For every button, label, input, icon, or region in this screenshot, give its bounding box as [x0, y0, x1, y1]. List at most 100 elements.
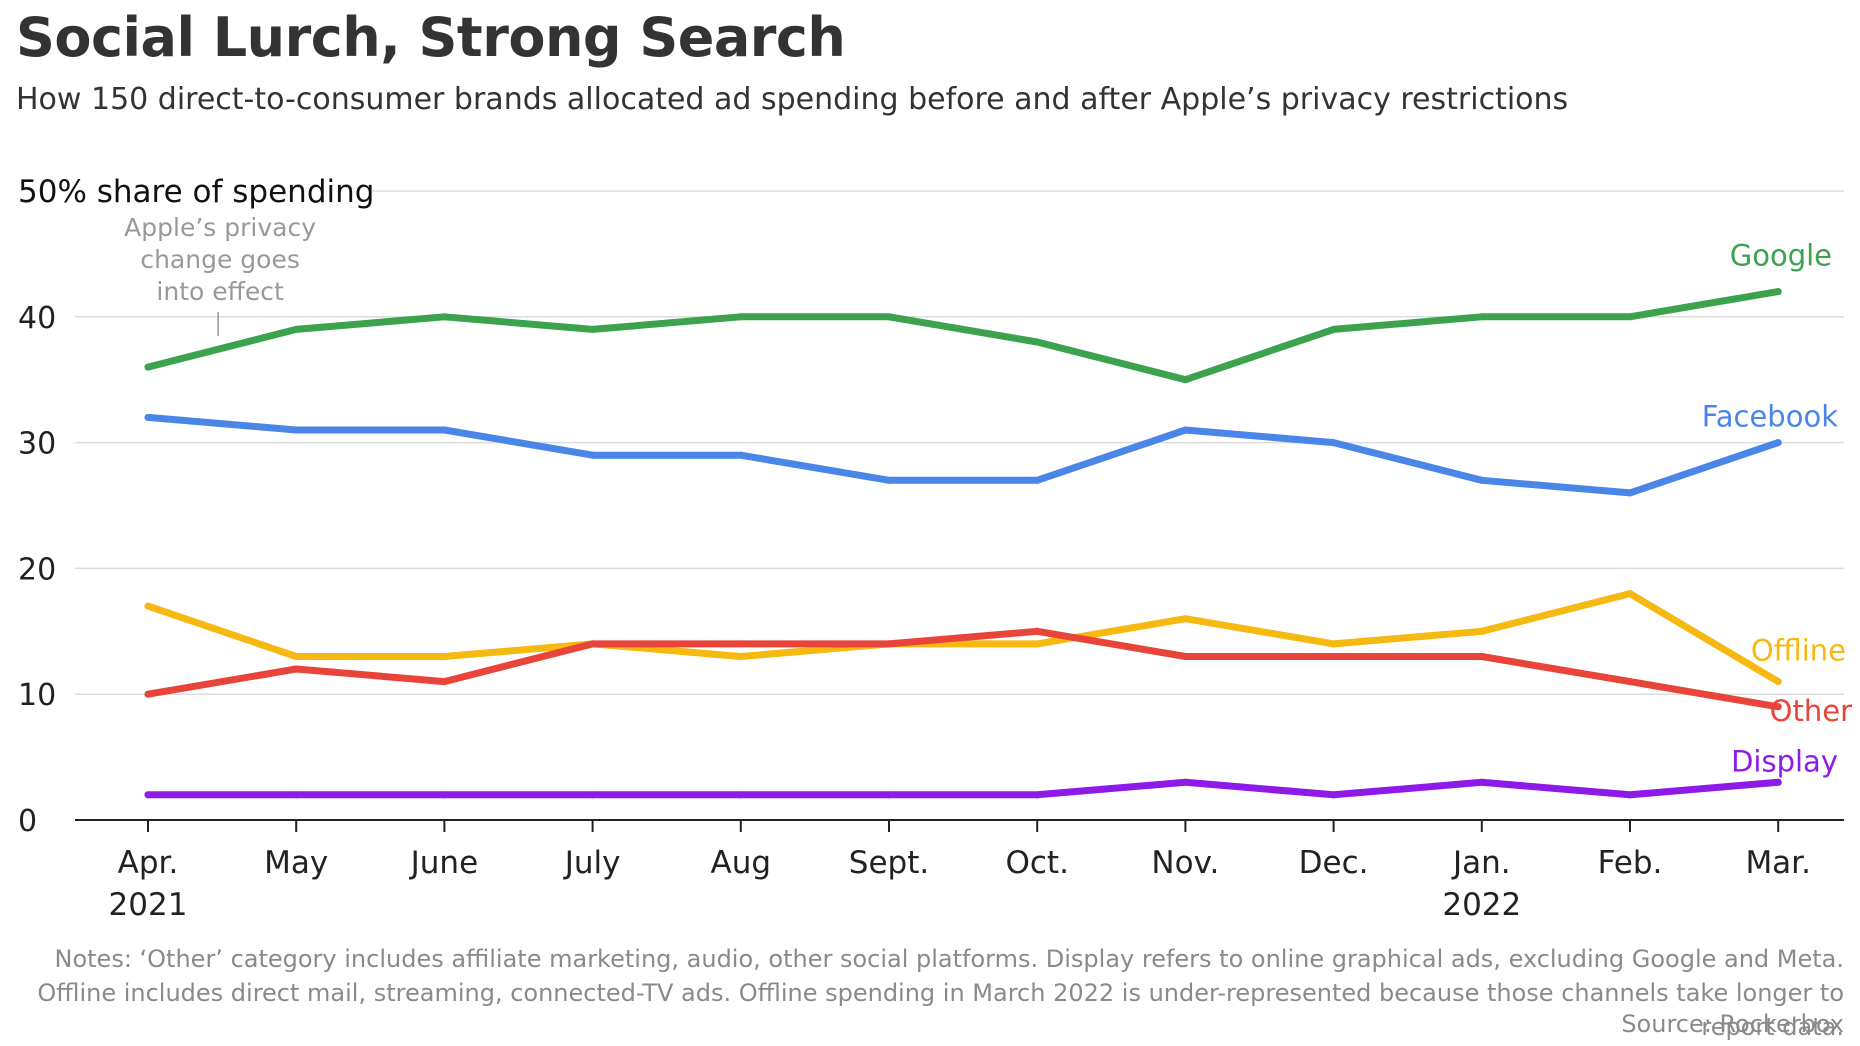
- data-point-other: [292, 665, 300, 673]
- data-point-other: [440, 678, 448, 686]
- data-point-other: [1330, 652, 1338, 660]
- data-point-display: [1033, 791, 1041, 799]
- data-point-display: [144, 791, 152, 799]
- x-tick-label: Feb.: [1598, 845, 1663, 881]
- y-tick-label: 20: [18, 552, 56, 587]
- y-tick-label: 40: [18, 301, 56, 336]
- data-point-other: [144, 690, 152, 698]
- data-point-facebook: [1181, 426, 1189, 434]
- data-point-google: [1774, 288, 1782, 296]
- x-tick-label: June: [409, 845, 479, 881]
- y-tick-label: 30: [18, 427, 56, 462]
- series-lines: [144, 288, 1782, 799]
- data-point-google: [144, 363, 152, 371]
- x-tick-label: Nov.: [1151, 845, 1219, 881]
- data-point-display: [440, 791, 448, 799]
- series-labels: Google Facebook Offline Other Display: [1702, 239, 1852, 779]
- series-line-other: [144, 627, 1782, 711]
- series-line-display: [144, 778, 1782, 799]
- data-point-other: [1626, 678, 1634, 686]
- x-tick-label: Dec.: [1299, 845, 1369, 881]
- data-point-google: [1330, 325, 1338, 333]
- data-point-offline: [144, 602, 152, 610]
- data-point-facebook: [1478, 476, 1486, 484]
- series-label-google: Google: [1730, 239, 1832, 273]
- chart-notes: Notes: ‘Other’ category includes affilia…: [37, 945, 1844, 1041]
- data-point-offline: [1181, 615, 1189, 623]
- axes: 0 10 20 30 40 50% share of spending Apr. 2021 Ma…: [18, 174, 1844, 923]
- data-point-other: [1181, 652, 1189, 660]
- data-point-display: [1330, 791, 1338, 799]
- data-point-display: [1774, 778, 1782, 786]
- data-point-display: [1181, 778, 1189, 786]
- data-point-google: [885, 313, 893, 321]
- data-point-display: [1626, 791, 1634, 799]
- data-point-display: [292, 791, 300, 799]
- y-tick-label: 10: [18, 678, 56, 713]
- series-label-other: Other: [1770, 694, 1852, 728]
- x-tick-label: July: [563, 845, 621, 881]
- annotation-text: change goes: [140, 245, 300, 274]
- data-point-google: [737, 313, 745, 321]
- data-point-offline: [1033, 640, 1041, 648]
- series-line-offline: [144, 590, 1782, 686]
- data-point-other: [1774, 703, 1782, 711]
- series-label-display: Display: [1731, 744, 1838, 778]
- data-point-offline: [440, 652, 448, 660]
- data-point-facebook: [144, 413, 152, 421]
- y-axis-label: 50% share of spending: [18, 174, 374, 210]
- x-tick-label: Sept.: [849, 845, 929, 881]
- data-point-other: [885, 640, 893, 648]
- data-point-display: [1478, 778, 1486, 786]
- gridlines: [75, 190, 1844, 695]
- data-point-facebook: [1330, 439, 1338, 447]
- x-tick-label: Jan.: [1451, 845, 1511, 881]
- data-point-offline: [1478, 627, 1486, 635]
- data-point-facebook: [885, 476, 893, 484]
- data-point-google: [440, 313, 448, 321]
- data-point-offline: [1774, 678, 1782, 686]
- series-line-facebook: [144, 413, 1782, 497]
- series-label-offline: Offline: [1751, 634, 1846, 668]
- x-tick-label: Aug: [711, 845, 772, 881]
- annotation-text: Apple’s privacy: [124, 213, 316, 242]
- data-point-display: [737, 791, 745, 799]
- chart-subtitle: How 150 direct-to-consumer brands alloca…: [16, 82, 1569, 117]
- data-point-facebook: [1774, 439, 1782, 447]
- x-tick-label: Mar.: [1745, 845, 1811, 881]
- data-point-offline: [1330, 640, 1338, 648]
- data-point-google: [1181, 376, 1189, 384]
- annotation-text: into effect: [156, 277, 284, 306]
- data-point-display: [589, 791, 597, 799]
- data-point-facebook: [292, 426, 300, 434]
- data-point-other: [737, 640, 745, 648]
- data-point-facebook: [737, 451, 745, 459]
- data-point-offline: [1626, 590, 1634, 598]
- data-point-offline: [292, 652, 300, 660]
- data-point-facebook: [589, 451, 597, 459]
- chart-source: Source: Rockerbox: [1621, 1010, 1844, 1038]
- annotations: Apple’s privacy change goes into effect: [124, 213, 316, 336]
- data-point-facebook: [440, 426, 448, 434]
- data-point-facebook: [1033, 476, 1041, 484]
- x-tick-label: Oct.: [1005, 845, 1068, 881]
- data-point-google: [589, 325, 597, 333]
- series-line-google: [144, 288, 1782, 384]
- data-point-facebook: [1626, 489, 1634, 497]
- data-point-offline: [737, 652, 745, 660]
- x-tick-label: Apr.: [118, 845, 179, 881]
- data-point-other: [1033, 627, 1041, 635]
- data-point-display: [885, 791, 893, 799]
- data-point-other: [589, 640, 597, 648]
- data-point-google: [1626, 313, 1634, 321]
- data-point-google: [292, 325, 300, 333]
- series-label-facebook: Facebook: [1702, 400, 1838, 434]
- x-tick-label: 2022: [1442, 887, 1521, 923]
- chart-title: Social Lurch, Strong Search: [16, 6, 846, 69]
- x-tick-label: 2021: [109, 887, 188, 923]
- data-point-google: [1478, 313, 1486, 321]
- y-tick-label: 0: [18, 804, 37, 839]
- data-point-other: [1478, 652, 1486, 660]
- data-point-google: [1033, 338, 1041, 346]
- line-chart: 0 10 20 30 40 50% share of spending Apr. 2021 Ma…: [18, 174, 1852, 923]
